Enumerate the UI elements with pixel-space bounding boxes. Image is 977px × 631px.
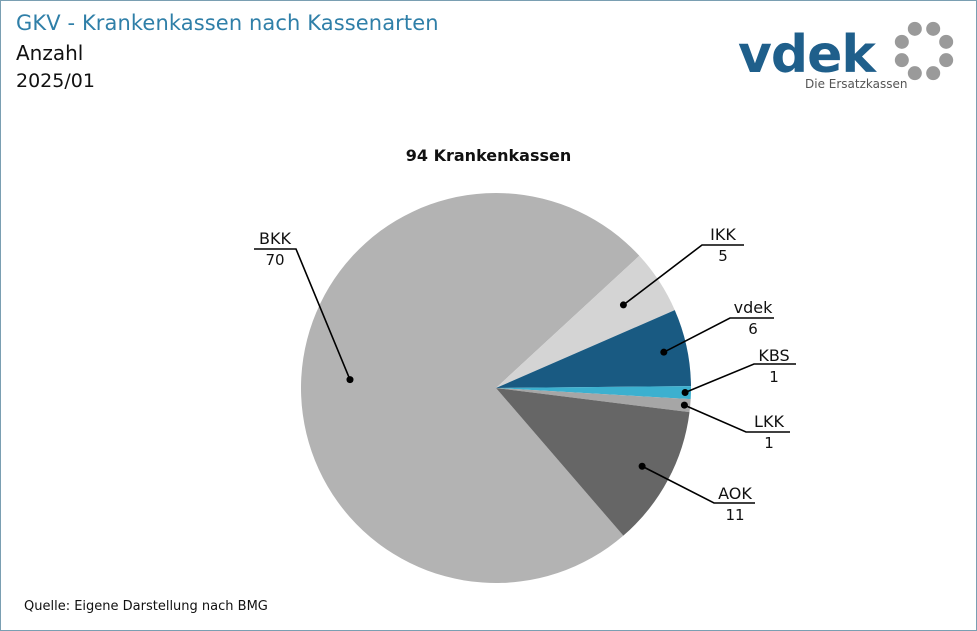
slice-value-aok: 11 — [725, 506, 744, 524]
callout-dot-ikk — [619, 301, 627, 309]
callout-dot-aok — [638, 462, 646, 470]
callout-dot-kbs — [681, 388, 689, 396]
chart-header-title: GKV - Krankenkassen nach Kassenarten — [16, 11, 439, 35]
pie-slice-ikk — [496, 255, 675, 388]
chart-header-period: 2025/01 — [16, 70, 95, 92]
callout-dot-vdek — [660, 348, 668, 356]
callout-line-ikk — [622, 244, 744, 306]
callout-line-vdek — [663, 317, 774, 353]
callout-line-kbs — [684, 363, 796, 394]
callout-dot-lkk — [680, 401, 688, 409]
slice-label-bkk: BKK — [259, 229, 291, 248]
callout-dot-bkk — [346, 376, 354, 384]
slice-label-aok: AOK — [718, 484, 752, 503]
pie-slice-vdek — [496, 310, 691, 388]
slice-value-bkk: 70 — [265, 251, 284, 269]
slice-label-ikk: IKK — [710, 225, 736, 244]
slice-label-kbs: KBS — [758, 346, 789, 365]
pie-slice-bkk — [301, 192, 640, 583]
slice-label-vdek: vdek — [734, 298, 773, 317]
slice-value-vdek: 6 — [748, 320, 758, 338]
chart-header-subtitle: Anzahl — [16, 41, 84, 65]
callout-line-lkk — [684, 404, 790, 433]
pie-chart-title: 94 Krankenkassen — [405, 146, 572, 165]
slice-value-ikk: 5 — [718, 247, 728, 265]
slice-value-lkk: 1 — [764, 434, 774, 452]
pie-slice-kbs — [496, 386, 692, 400]
pie-slice-lkk — [496, 388, 691, 413]
slice-label-lkk: LKK — [754, 412, 784, 431]
callout-line-bkk — [254, 248, 351, 380]
pie-slice-aok — [496, 388, 690, 536]
slice-value-kbs: 1 — [769, 368, 779, 386]
source-note: Quelle: Eigene Darstellung nach BMG — [24, 599, 268, 614]
callout-line-aok — [641, 465, 755, 504]
